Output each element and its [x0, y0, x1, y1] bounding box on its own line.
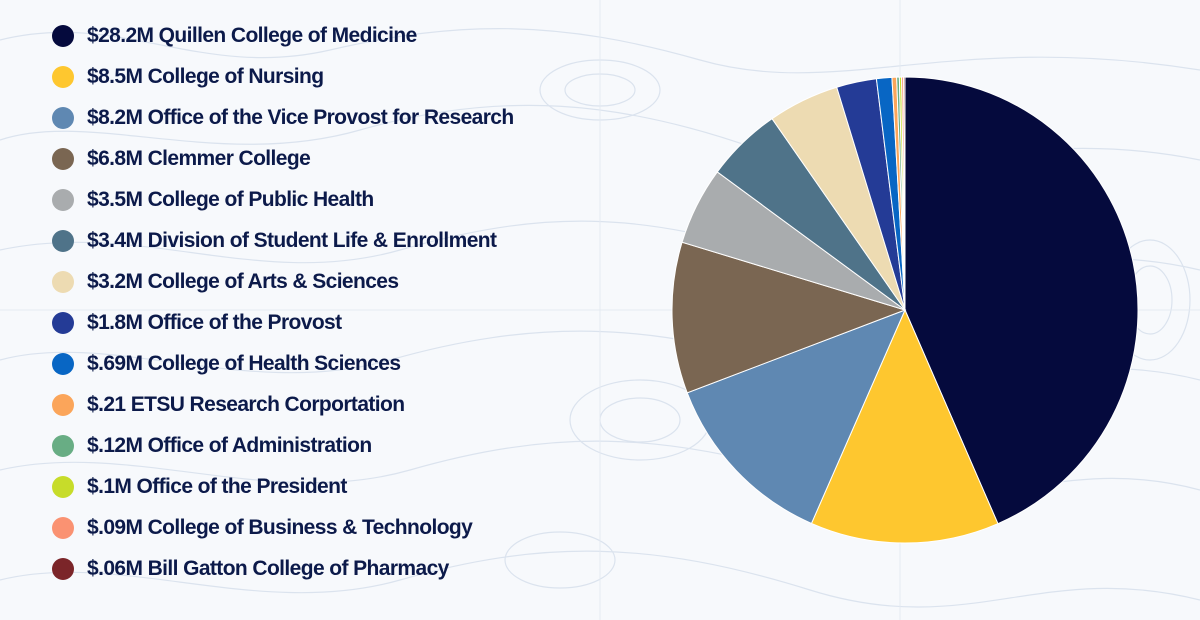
- legend-item: $.09M College of Business & Technology: [52, 507, 514, 548]
- legend-swatch: [52, 434, 74, 457]
- legend-swatch: [52, 352, 74, 375]
- legend-label: $28.2M Quillen College of Medicine: [87, 23, 417, 47]
- legend-item: $.06M Bill Gatton College of Pharmacy: [52, 548, 514, 589]
- legend-label: $.1M Office of the President: [87, 474, 347, 498]
- legend-item: $.12M Office of Administration: [52, 425, 514, 466]
- legend-swatch: [52, 24, 74, 47]
- legend-swatch: [52, 270, 74, 293]
- legend-label: $.12M Office of Administration: [87, 433, 372, 457]
- pie-slice: [810, 308, 999, 544]
- chart-legend: $28.2M Quillen College of Medicine $8.5M …: [52, 15, 514, 589]
- legend-swatch: [52, 475, 74, 498]
- legend-label: $3.5M College of Public Health: [87, 187, 374, 211]
- legend-swatch: [52, 311, 74, 334]
- legend-swatch: [52, 229, 74, 252]
- pie-slice: [671, 241, 907, 394]
- pie-slice: [903, 76, 906, 311]
- legend-swatch: [52, 557, 74, 580]
- legend-item: $.69M College of Health Sciences: [52, 343, 514, 384]
- legend-item: $8.2M Office of the Vice Provost for Res…: [52, 97, 514, 138]
- legend-swatch: [52, 147, 74, 170]
- legend-item: $.21 ETSU Research Corportation: [52, 384, 514, 425]
- legend-label: $8.5M College of Nursing: [87, 64, 324, 88]
- legend-item: $6.8M Clemmer College: [52, 138, 514, 179]
- legend-label: $.09M College of Business & Technology: [87, 515, 473, 539]
- legend-item: $8.5M College of Nursing: [52, 56, 514, 97]
- legend-item: $3.4M Division of Student Life & Enrollm…: [52, 220, 514, 261]
- legend-label: $1.8M Office of the Provost: [87, 310, 342, 334]
- legend-swatch: [52, 65, 74, 88]
- legend-label: $3.2M College of Arts & Sciences: [87, 269, 399, 293]
- legend-item: $28.2M Quillen College of Medicine: [52, 15, 514, 56]
- legend-label: $8.2M Office of the Vice Provost for Res…: [87, 105, 514, 129]
- legend-item: $3.5M College of Public Health: [52, 179, 514, 220]
- legend-item: $.1M Office of the President: [52, 466, 514, 507]
- legend-swatch: [52, 516, 74, 539]
- legend-swatch: [52, 106, 74, 129]
- legend-label: $6.8M Clemmer College: [87, 146, 311, 170]
- legend-label: $.06M Bill Gatton College of Pharmacy: [87, 556, 449, 580]
- legend-label: $.21 ETSU Research Corportation: [87, 392, 405, 416]
- legend-label: $.69M College of Health Sciences: [87, 351, 401, 375]
- legend-swatch: [52, 188, 74, 211]
- legend-item: $3.2M College of Arts & Sciences: [52, 261, 514, 302]
- pie-slice: [904, 76, 1139, 525]
- legend-label: $3.4M Division of Student Life & Enrollm…: [87, 228, 497, 252]
- pie-slice: [686, 309, 906, 525]
- legend-swatch: [52, 393, 74, 416]
- legend-item: $1.8M Office of the Provost: [52, 302, 514, 343]
